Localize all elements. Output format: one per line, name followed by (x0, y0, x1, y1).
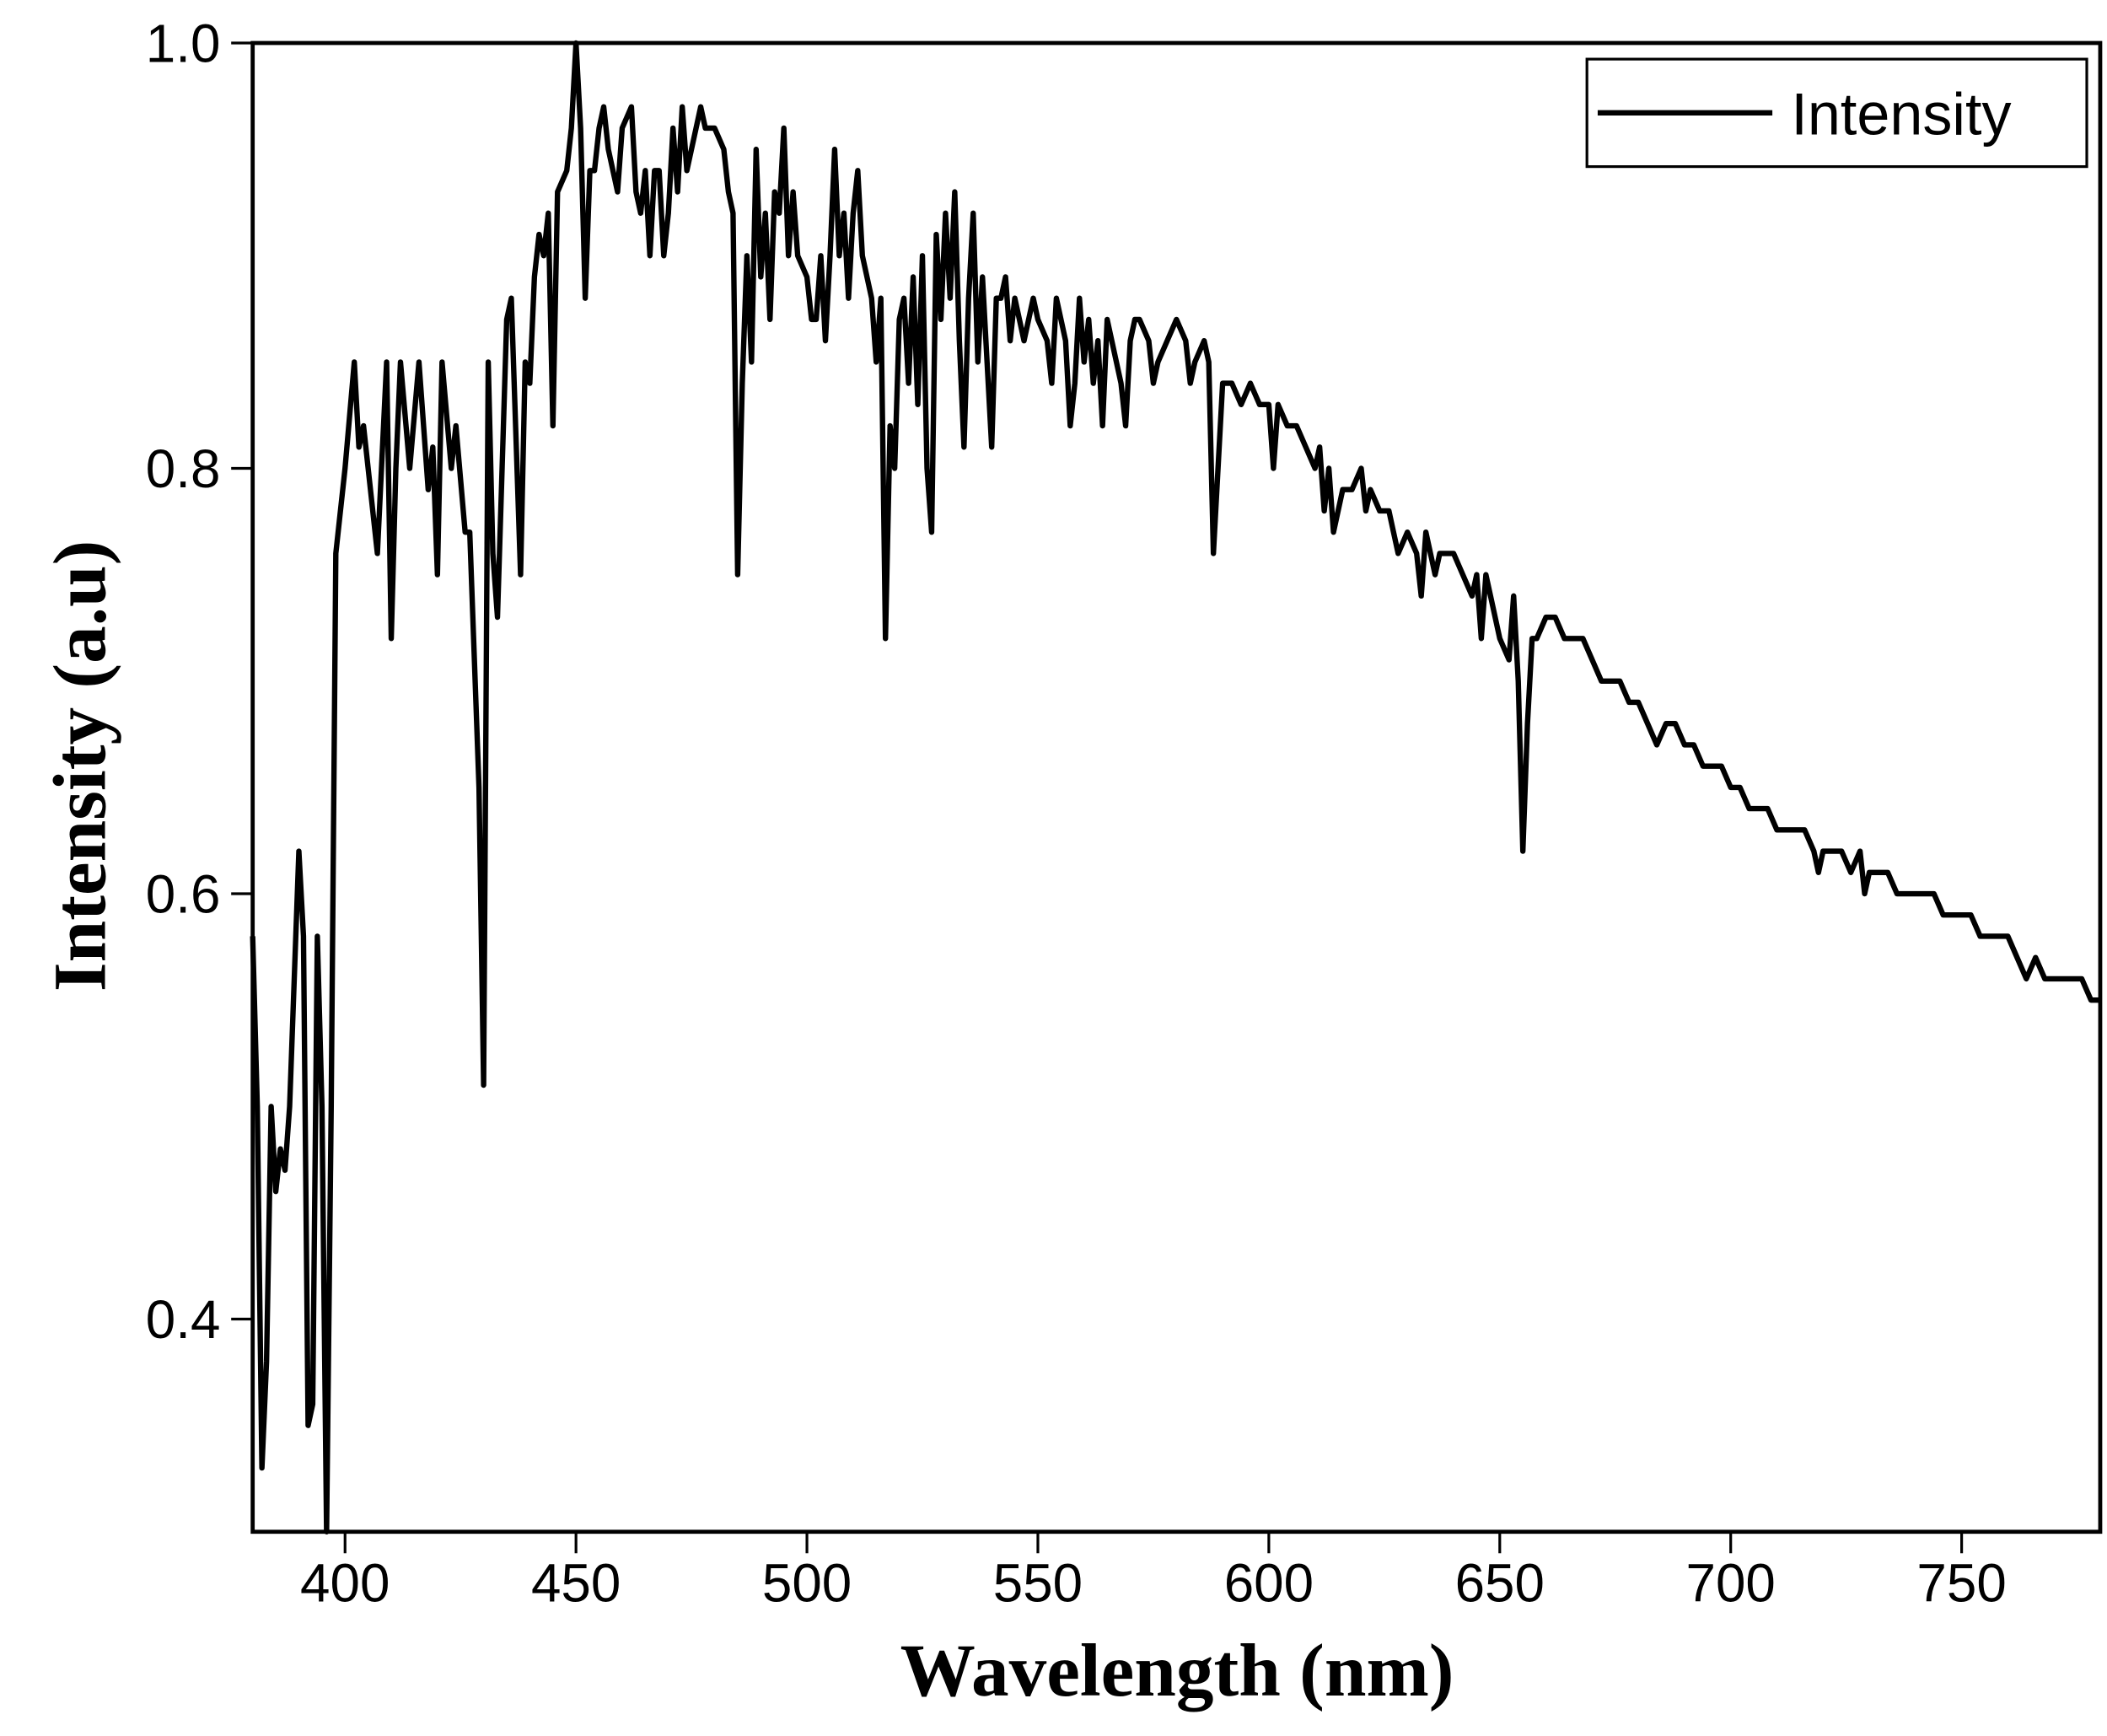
x-tick-label: 600 (1224, 1553, 1314, 1614)
legend-label: Intensity (1791, 81, 2011, 147)
x-tick-label: 500 (762, 1553, 852, 1614)
x-tick-label: 750 (1916, 1553, 2006, 1614)
x-tick-label: 700 (1686, 1553, 1776, 1614)
x-axis-title: Wavelength (nm) (900, 1629, 1454, 1712)
data-line (250, 40, 2100, 1534)
x-tick-label: 550 (993, 1553, 1083, 1614)
x-tick-label: 650 (1455, 1553, 1545, 1614)
y-axis-title: Intensity (a.u) (38, 540, 121, 992)
y-tick-label: 1.0 (146, 13, 221, 73)
x-tick-label: 450 (531, 1553, 621, 1614)
y-tick-label: 0.6 (146, 863, 221, 924)
y-tick-label: 0.4 (146, 1289, 221, 1350)
y-tick-label: 0.8 (146, 438, 221, 499)
x-tick-label: 400 (300, 1553, 390, 1614)
plot-frame (250, 40, 2103, 1534)
